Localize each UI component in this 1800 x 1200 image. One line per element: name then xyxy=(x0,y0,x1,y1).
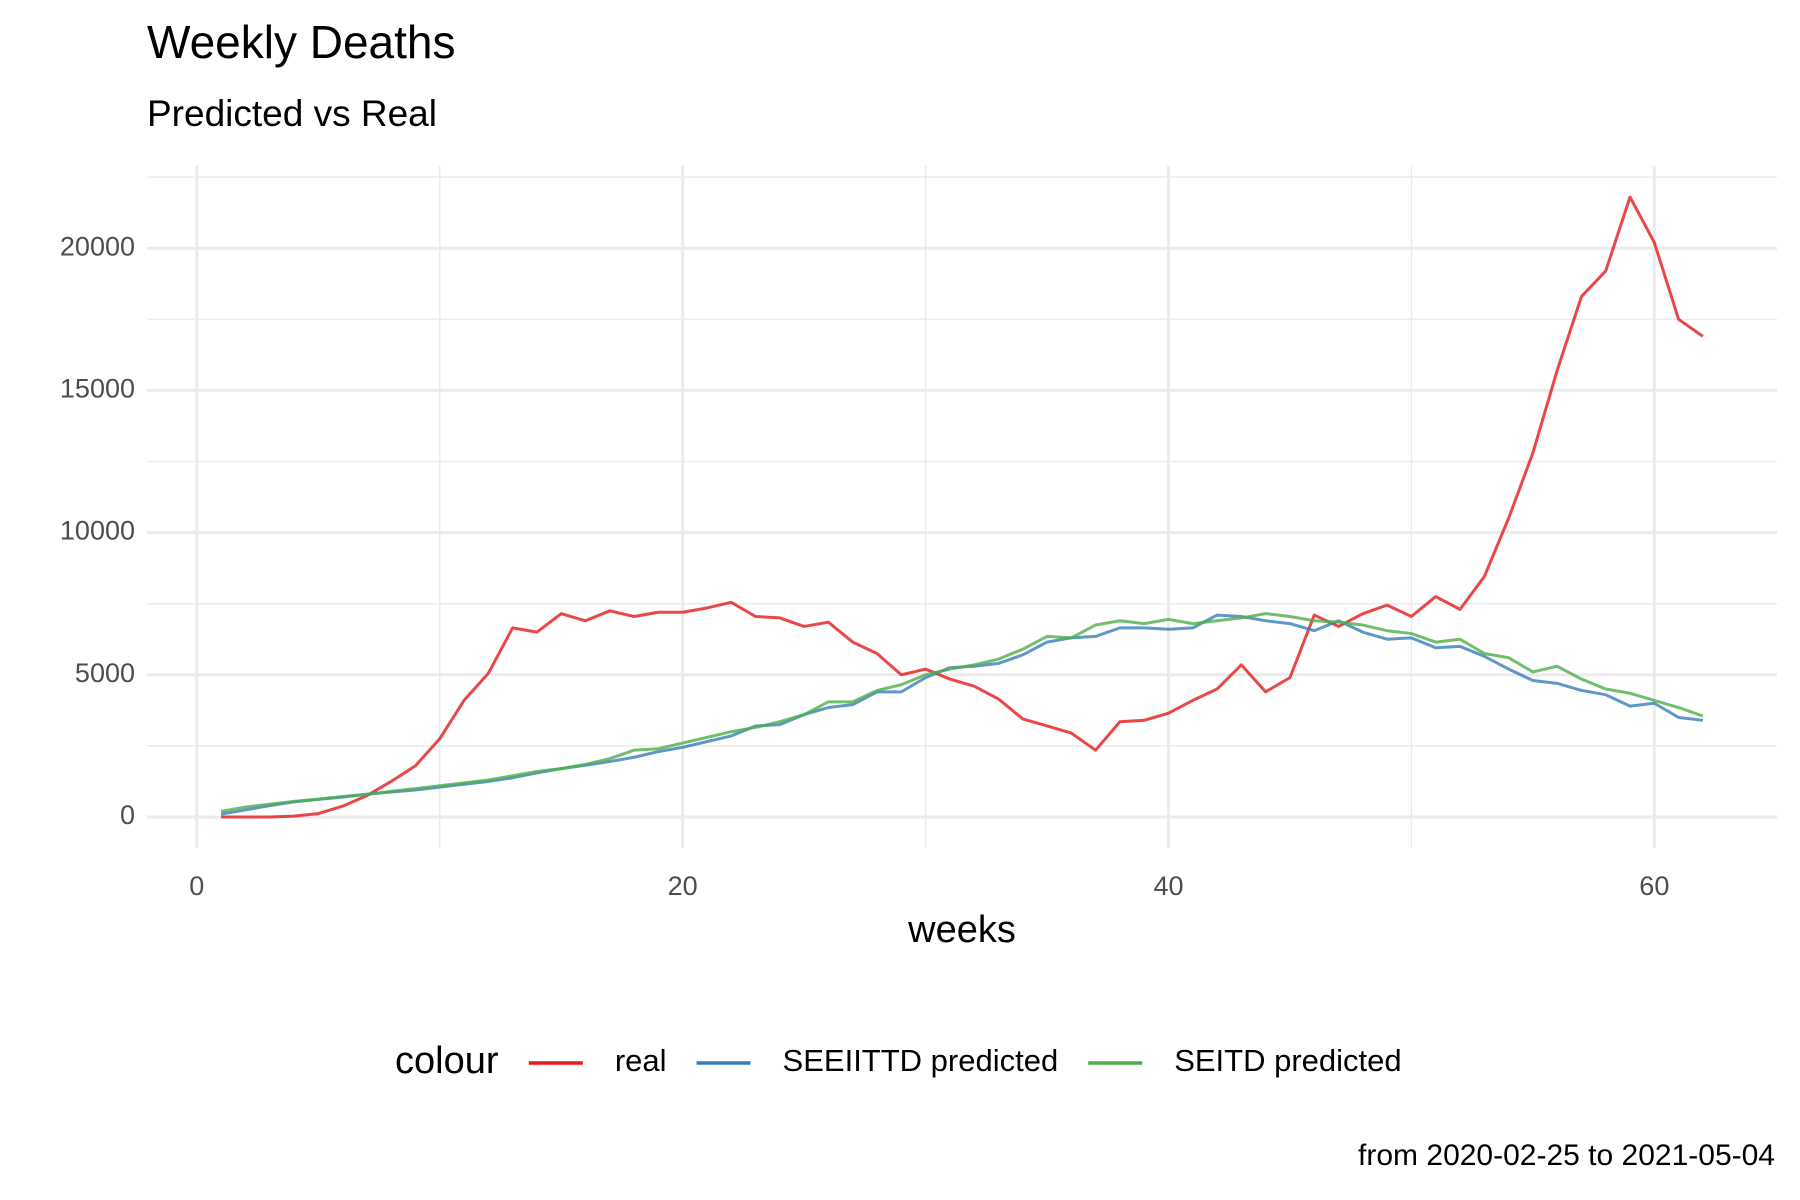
y-tick-label: 5000 xyxy=(75,658,135,688)
legend-label: SEEIITTD predicted xyxy=(783,1043,1059,1078)
series-line xyxy=(221,195,1704,819)
x-tick-label: 20 xyxy=(668,871,698,901)
x-tick-label: 0 xyxy=(189,871,204,901)
chart-title: Weekly Deaths xyxy=(147,16,456,68)
x-tick-label: 40 xyxy=(1153,871,1183,901)
legend-label: SEITD predicted xyxy=(1174,1043,1401,1078)
y-tick-label: 0 xyxy=(120,800,135,830)
y-tick-label: 15000 xyxy=(60,374,135,404)
x-axis-title: weeks xyxy=(907,909,1016,951)
y-tick-label: 10000 xyxy=(60,516,135,546)
legend-title: colour xyxy=(395,1040,499,1082)
series-line xyxy=(220,612,1704,813)
caption: from 2020-02-25 to 2021-05-04 xyxy=(1358,1139,1775,1172)
chart-subtitle: Predicted vs Real xyxy=(147,93,437,134)
legend-label: real xyxy=(615,1043,667,1078)
x-tick-label: 60 xyxy=(1639,871,1669,901)
y-tick-label: 20000 xyxy=(60,231,135,261)
